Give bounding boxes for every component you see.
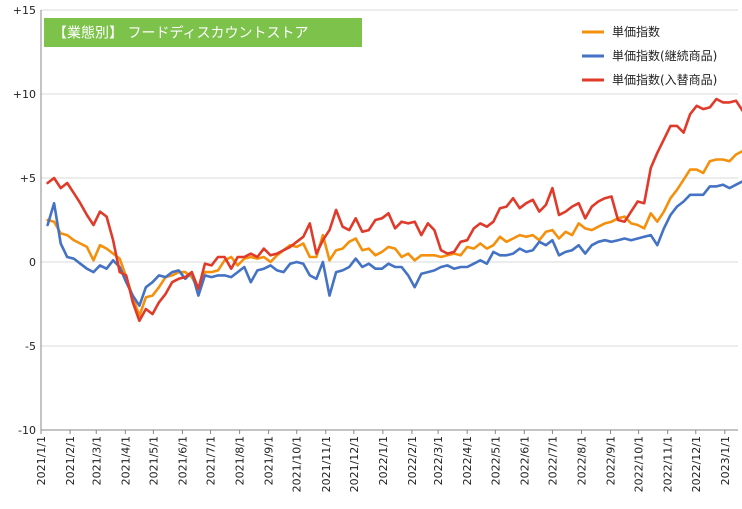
legend-item-replacement-products: 単価指数(入替商品) bbox=[582, 72, 717, 87]
y-tick-label: +10 bbox=[13, 88, 36, 101]
x-tick-label: 2023/1/1 bbox=[719, 436, 732, 485]
x-tick-label: 2021/3/1 bbox=[90, 436, 103, 485]
x-tick-label: 2022/2/1 bbox=[406, 436, 419, 485]
x-tick-label: 2021/11/1 bbox=[320, 436, 333, 492]
x-tick-label: 2021/12/1 bbox=[348, 436, 361, 492]
x-tick-label: 2022/1/1 bbox=[377, 436, 390, 485]
x-tick-label: 2021/10/1 bbox=[291, 436, 304, 492]
x-tick-label: 2021/7/1 bbox=[205, 436, 218, 485]
series-line-continuing-products bbox=[46, 180, 742, 308]
banner-title: 【業態別】 フードディスカウントストア bbox=[53, 25, 308, 42]
x-tick-label: 2021/9/1 bbox=[263, 436, 276, 485]
legend: 単価指数 単価指数(継続商品) 単価指数(入替商品) bbox=[582, 24, 717, 87]
series-line-replacement-products bbox=[46, 97, 742, 323]
x-tick-label: 2022/4/1 bbox=[461, 436, 474, 485]
legend-label-replacement-products: 単価指数(入替商品) bbox=[612, 72, 717, 87]
y-tick-label: 0 bbox=[29, 256, 36, 269]
legend-label-unit-price-index: 単価指数 bbox=[612, 24, 660, 39]
legend-label-continuing-products: 単価指数(継続商品) bbox=[612, 48, 717, 63]
banner: 【業態別】 フードディスカウントストア bbox=[44, 18, 362, 47]
x-tick-label: 2022/10/1 bbox=[633, 436, 646, 492]
x-tick-label: 2021/4/1 bbox=[119, 436, 132, 485]
series-line-unit-price-index bbox=[46, 149, 742, 318]
y-tick-label: -10 bbox=[18, 424, 36, 437]
legend-item-continuing-products: 単価指数(継続商品) bbox=[582, 48, 717, 63]
x-tick-label: 2022/12/1 bbox=[690, 436, 703, 492]
series-lines bbox=[46, 97, 742, 323]
x-tick-label: 2021/1/1 bbox=[35, 436, 48, 485]
x-tick-label: 2022/9/1 bbox=[605, 436, 618, 485]
x-tick-label: 2021/5/1 bbox=[147, 436, 160, 485]
x-tick-label: 2022/5/1 bbox=[489, 436, 502, 485]
x-tick-label: 2022/3/1 bbox=[432, 436, 445, 485]
x-tick-label: 2021/2/1 bbox=[64, 436, 77, 485]
x-tick-label: 2022/7/1 bbox=[546, 436, 559, 485]
x-tick-label: 2021/8/1 bbox=[234, 436, 247, 485]
x-tick-label: 2022/8/1 bbox=[575, 436, 588, 485]
legend-item-unit-price-index: 単価指数 bbox=[582, 24, 660, 39]
y-tick-label: +15 bbox=[13, 4, 36, 17]
x-tick-label: 2021/6/1 bbox=[176, 436, 189, 485]
y-tick-label: -5 bbox=[25, 340, 36, 353]
y-tick-label: +5 bbox=[20, 172, 36, 185]
banner-background bbox=[44, 18, 362, 47]
x-tick-label: 2022/11/1 bbox=[662, 436, 675, 492]
x-tick-label: 2022/6/1 bbox=[518, 436, 531, 485]
